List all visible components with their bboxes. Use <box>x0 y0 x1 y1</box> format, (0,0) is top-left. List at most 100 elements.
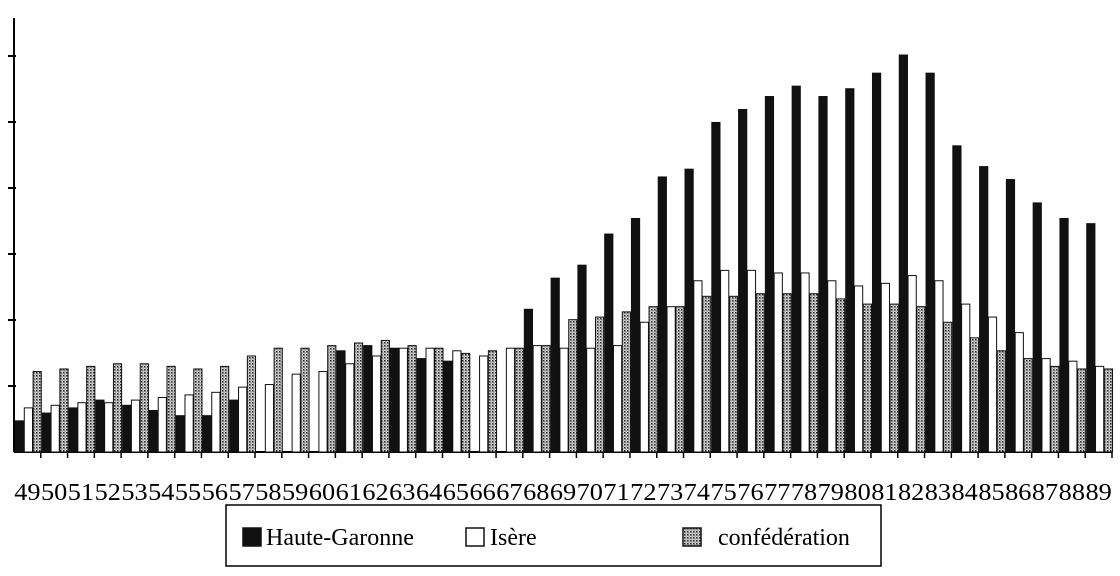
bar-haute-garonne <box>630 217 641 453</box>
bar-haute-garonne <box>15 420 25 453</box>
x-tick-label: 64 <box>416 480 442 506</box>
bar-isere <box>211 391 221 453</box>
bar-isere <box>291 373 301 453</box>
bar-haute-garonne <box>550 277 560 453</box>
bar-haute-garonne <box>845 88 855 453</box>
bar-haute-garonne <box>229 399 239 453</box>
x-tick-label: 71 <box>603 480 629 506</box>
bar-confederation <box>1103 368 1114 453</box>
bar-haute-garonne <box>41 412 51 453</box>
bar-isere <box>371 355 382 453</box>
bar-isere <box>693 280 703 453</box>
x-tick-label: 80 <box>844 480 870 506</box>
x-tick-label: 53 <box>121 480 147 506</box>
bar-isere <box>398 347 408 453</box>
bar-isere <box>961 303 971 453</box>
bar-isere <box>800 272 810 453</box>
bar-confederation <box>702 295 712 453</box>
bar-confederation <box>166 365 176 453</box>
bar-haute-garonne <box>898 54 908 453</box>
x-tick-label: 77 <box>764 480 790 506</box>
x-tick-label: 76 <box>737 480 763 506</box>
bar-haute-garonne <box>1032 202 1042 453</box>
bar-haute-garonne <box>1005 179 1016 453</box>
bar-haute-garonne <box>443 360 453 453</box>
x-tick-label: 83 <box>925 480 951 506</box>
bar-confederation <box>568 319 578 453</box>
bar-haute-garonne <box>148 409 159 453</box>
bar-confederation <box>594 316 605 453</box>
bar-haute-garonne <box>711 121 721 453</box>
x-tick-label: 89 <box>1085 480 1111 506</box>
bar-isere <box>50 404 60 453</box>
bar-confederation <box>86 365 96 453</box>
bar-haute-garonne <box>68 407 78 453</box>
bar-isere <box>1095 365 1105 453</box>
bar-confederation <box>327 345 337 453</box>
bar-isere <box>130 399 141 453</box>
bar-confederation <box>943 321 953 453</box>
bar-haute-garonne <box>1086 223 1096 453</box>
bar-confederation <box>380 339 390 453</box>
bar-isere <box>77 402 87 453</box>
bar-isere <box>987 316 998 453</box>
bar-confederation <box>461 352 471 453</box>
x-tick-label: 59 <box>282 480 308 506</box>
x-tick-label: 74 <box>684 480 710 506</box>
bar-isere <box>827 280 837 453</box>
bar-haute-garonne <box>791 85 801 453</box>
bar-isere <box>559 347 569 453</box>
bar-isere <box>23 407 33 453</box>
x-tick-label: 87 <box>1032 480 1058 506</box>
x-tick-label: 69 <box>550 480 576 506</box>
bar-haute-garonne <box>657 176 667 453</box>
bar-isere <box>1014 332 1024 453</box>
x-tick-label: 55 <box>175 480 201 506</box>
bar-isere <box>854 285 864 453</box>
bar-isere <box>880 282 890 453</box>
bar-isere <box>479 355 489 453</box>
legend-box <box>225 504 882 567</box>
bar-haute-garonne <box>979 166 989 453</box>
x-tick-label: 68 <box>523 480 549 506</box>
bar-confederation <box>675 306 685 453</box>
bar-confederation <box>220 365 230 453</box>
bar-isere <box>666 306 676 453</box>
bar-confederation <box>782 293 792 453</box>
bar-haute-garonne <box>738 108 748 453</box>
legend-label-haute-garonne: Haute-Garonne <box>266 525 414 551</box>
x-tick-label: 52 <box>95 480 121 506</box>
x-tick-label: 72 <box>630 480 656 506</box>
bar-haute-garonne <box>952 145 962 453</box>
bar-isere <box>532 345 542 453</box>
bar-haute-garonne <box>202 415 212 453</box>
x-tick-label: 50 <box>41 480 67 506</box>
bar-haute-garonne <box>363 345 373 453</box>
bar-confederation <box>969 337 980 453</box>
x-tick-label: 56 <box>202 480 228 506</box>
bar-isere <box>907 275 917 453</box>
bar-confederation <box>889 303 899 453</box>
bar-isere <box>318 371 328 453</box>
bar-confederation <box>862 303 872 453</box>
x-tick-label: 85 <box>978 480 1004 506</box>
bar-haute-garonne <box>871 72 882 453</box>
bar-confederation <box>1023 358 1033 453</box>
bar-isere <box>264 384 275 453</box>
bar-confederation <box>112 363 123 453</box>
legend-label-confederation: confédération <box>718 525 850 551</box>
legend-label-isere: Isère <box>490 525 537 551</box>
x-tick-label: 86 <box>1005 480 1031 506</box>
bar-confederation <box>59 368 69 453</box>
bar-confederation <box>648 306 658 453</box>
x-tick-label: 82 <box>898 480 924 506</box>
bar-haute-garonne <box>684 168 694 453</box>
bar-haute-garonne <box>336 350 346 453</box>
x-tick-label: 61 <box>336 480 362 506</box>
bar-isere <box>452 350 462 453</box>
x-tick-label: 58 <box>255 480 281 506</box>
bar-confederation <box>1077 368 1087 453</box>
bar-haute-garonne <box>764 96 775 453</box>
